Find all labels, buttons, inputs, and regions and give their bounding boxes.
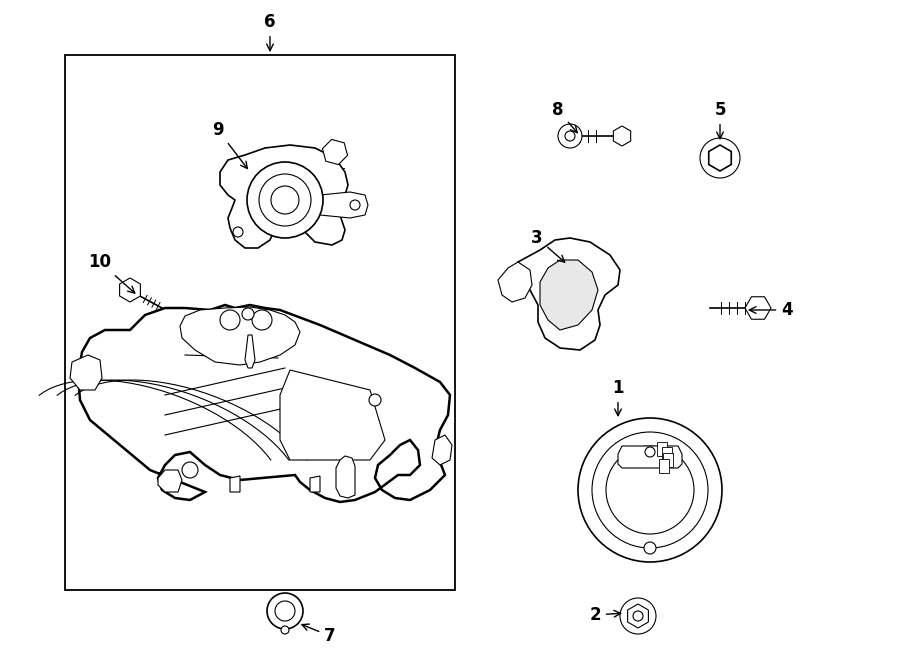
Polygon shape [627,604,648,628]
Circle shape [275,601,295,621]
Circle shape [633,611,643,621]
Circle shape [558,124,582,148]
Polygon shape [518,238,620,350]
Polygon shape [280,370,385,460]
Polygon shape [70,355,102,390]
Polygon shape [657,442,667,456]
Circle shape [267,593,303,629]
Circle shape [247,162,323,238]
Text: 4: 4 [750,301,793,319]
Circle shape [350,200,360,210]
Circle shape [606,446,694,534]
Circle shape [233,227,243,237]
Text: 7: 7 [302,624,336,645]
Text: 1: 1 [612,379,624,416]
Circle shape [644,542,656,554]
Text: 5: 5 [715,101,725,139]
Circle shape [271,186,299,214]
Text: 9: 9 [212,121,248,169]
Circle shape [242,308,254,320]
Polygon shape [662,453,672,467]
Polygon shape [432,435,452,465]
Polygon shape [540,260,598,330]
Circle shape [578,418,722,562]
Polygon shape [322,139,347,165]
Polygon shape [220,145,348,248]
Circle shape [220,310,240,330]
Polygon shape [336,456,355,498]
Circle shape [700,138,740,178]
Bar [65,55,455,590]
Polygon shape [745,297,771,319]
Circle shape [182,462,198,478]
Circle shape [620,598,656,634]
Text: 6: 6 [265,13,275,51]
Polygon shape [230,476,240,492]
Polygon shape [120,278,140,302]
Circle shape [369,394,381,406]
Polygon shape [618,446,682,468]
Text: 3: 3 [531,229,564,262]
Circle shape [565,131,575,141]
Polygon shape [320,192,368,218]
Polygon shape [498,262,532,302]
Text: 8: 8 [553,101,577,133]
Circle shape [281,626,289,634]
Polygon shape [659,459,669,473]
Circle shape [592,432,708,548]
Polygon shape [78,305,450,502]
Polygon shape [180,307,300,365]
Circle shape [259,174,311,226]
Polygon shape [310,476,320,492]
Text: 2: 2 [590,606,621,624]
Circle shape [252,310,272,330]
Polygon shape [613,126,631,146]
Polygon shape [245,335,255,368]
Circle shape [645,447,655,457]
Polygon shape [708,145,732,171]
Text: 10: 10 [88,253,135,293]
Polygon shape [662,447,672,461]
Polygon shape [158,470,182,492]
